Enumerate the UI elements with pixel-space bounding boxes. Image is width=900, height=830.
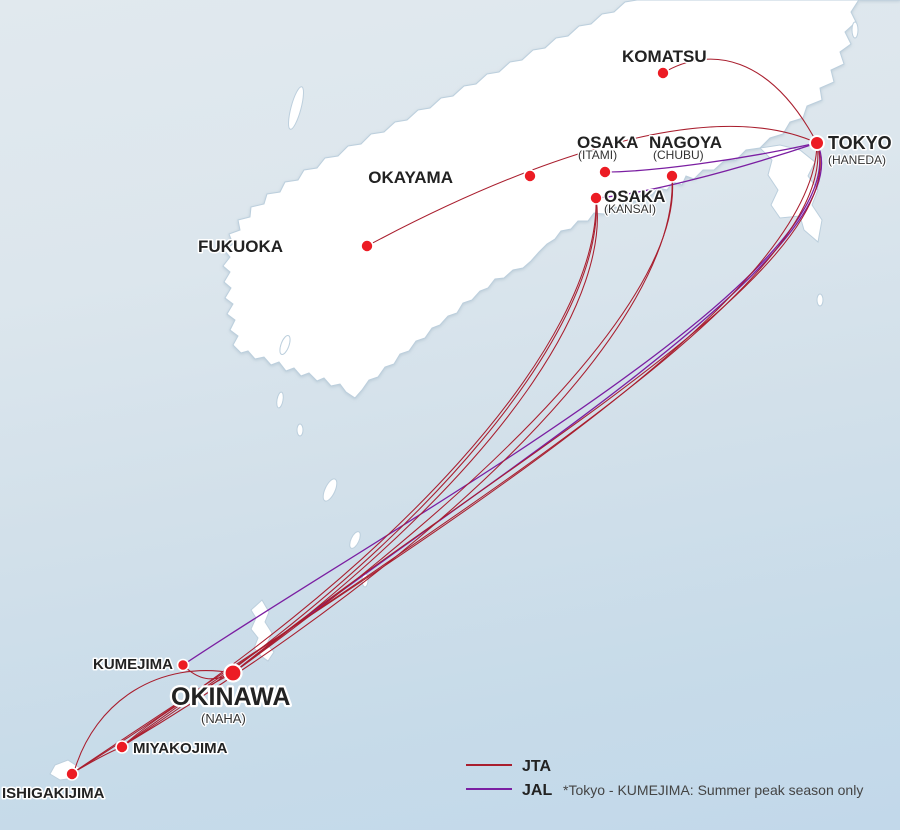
svg-text:JTA: JTA <box>522 758 551 775</box>
svg-text:OKINAWA: OKINAWA <box>171 683 290 711</box>
svg-text:(CHUBU): (CHUBU) <box>653 148 704 162</box>
svg-text:(ITAMI): (ITAMI) <box>578 148 617 162</box>
svg-text:FUKUOKA: FUKUOKA <box>198 237 283 256</box>
svg-text:KOMATSU: KOMATSU <box>622 47 707 66</box>
svg-text:KUMEJIMA: KUMEJIMA <box>93 656 173 673</box>
svg-text:JAL: JAL <box>522 782 552 799</box>
svg-text:(HANEDA): (HANEDA) <box>828 153 886 167</box>
svg-text:(NAHA): (NAHA) <box>201 711 246 726</box>
svg-text:TOKYO: TOKYO <box>828 133 892 153</box>
svg-text:OKAYAMA: OKAYAMA <box>368 168 453 187</box>
svg-text:MIYAKOJIMA: MIYAKOJIMA <box>133 740 228 757</box>
svg-text:(KANSAI): (KANSAI) <box>604 202 656 216</box>
svg-text:ISHIGAKIJIMA: ISHIGAKIJIMA <box>2 785 105 802</box>
svg-text:*Tokyo - KUMEJIMA: Summer peak: *Tokyo - KUMEJIMA: Summer peak season on… <box>563 782 863 798</box>
